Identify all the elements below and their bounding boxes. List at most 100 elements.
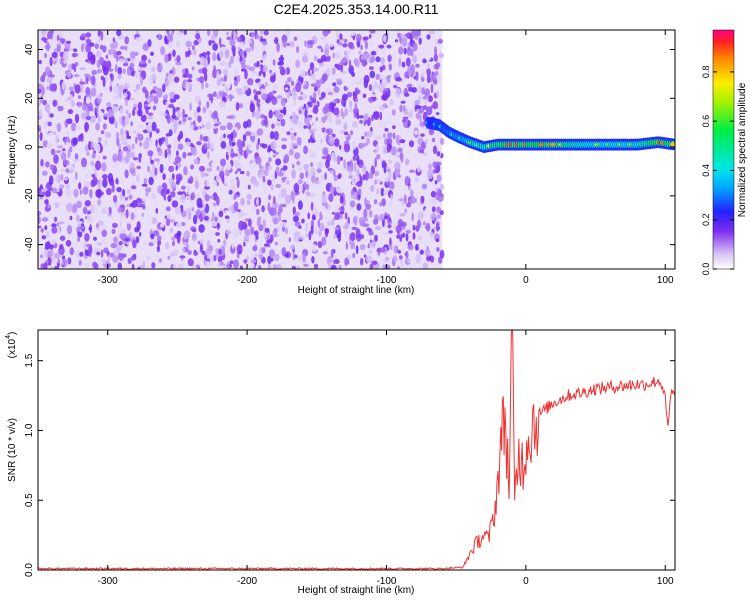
noise-speckle (297, 179, 303, 185)
noise-speckle (147, 123, 153, 127)
noise-speckle (93, 205, 99, 215)
noise-speckle (314, 86, 318, 92)
noise-speckle (129, 51, 136, 59)
noise-speckle (91, 153, 96, 159)
noise-speckle (392, 132, 396, 140)
noise-speckle (383, 133, 386, 139)
noise-speckle (76, 200, 82, 209)
noise-speckle (111, 228, 116, 235)
noise-speckle (355, 215, 358, 219)
noise-speckle (424, 71, 427, 81)
y-tick-label: 0 (24, 144, 35, 150)
noise-speckle (131, 254, 137, 261)
noise-speckle (305, 222, 309, 232)
noise-speckle (351, 175, 355, 186)
noise-speckle (46, 142, 53, 149)
noise-speckle (83, 242, 87, 250)
snr-multiplier: (x104) (5, 332, 18, 359)
noise-speckle (264, 243, 270, 247)
noise-speckle (300, 234, 306, 239)
noise-speckle (209, 261, 215, 266)
noise-speckle (230, 132, 234, 141)
noise-speckle (71, 122, 77, 132)
noise-speckle (204, 194, 210, 202)
noise-speckle (294, 211, 301, 217)
noise-speckle (343, 124, 348, 131)
noise-speckle (155, 207, 159, 214)
noise-speckle (311, 102, 318, 107)
noise-speckle (77, 237, 80, 242)
noise-speckle (226, 122, 233, 131)
noise-speckle (401, 37, 408, 47)
noise-speckle (126, 149, 130, 158)
noise-speckle (245, 47, 252, 53)
noise-speckle (343, 38, 348, 43)
noise-speckle (209, 195, 214, 200)
noise-speckle (276, 42, 280, 53)
noise-speckle (104, 238, 111, 242)
noise-speckle (158, 258, 163, 263)
noise-speckle (233, 76, 238, 82)
noise-speckle (226, 115, 233, 119)
noise-speckle (267, 255, 272, 265)
noise-speckle (111, 183, 115, 193)
noise-speckle (266, 239, 273, 244)
noise-speckle (169, 219, 175, 223)
noise-speckle (46, 76, 53, 84)
noise-speckle (347, 254, 351, 261)
noise-speckle (162, 83, 166, 93)
noise-speckle (118, 143, 121, 149)
noise-speckle (303, 145, 308, 155)
noise-speckle (412, 42, 418, 52)
noise-speckle (63, 159, 70, 166)
noise-speckle (203, 215, 209, 221)
noise-speckle (268, 157, 272, 163)
colorbar-gradient (712, 29, 735, 270)
noise-speckle (257, 264, 262, 269)
noise-speckle (182, 241, 188, 246)
snr-multiplier-exp: 4 (5, 335, 12, 339)
noise-speckle (117, 207, 122, 213)
noise-speckle (206, 182, 210, 187)
noise-speckle (159, 163, 164, 174)
noise-speckle (47, 257, 52, 266)
noise-speckle (355, 33, 362, 42)
noise-speckle (212, 68, 217, 79)
noise-speckle (246, 199, 251, 206)
noise-speckle (82, 206, 88, 215)
noise-speckle (178, 120, 182, 125)
noise-speckle (119, 151, 124, 155)
noise-speckle (62, 258, 68, 268)
noise-speckle (187, 171, 191, 179)
noise-speckle (341, 205, 344, 211)
noise-speckle (341, 58, 348, 64)
noise-speckle (253, 93, 259, 101)
noise-speckle (117, 253, 124, 261)
noise-speckle (223, 92, 228, 97)
noise-speckle (308, 230, 312, 241)
noise-speckle (418, 241, 422, 251)
noise-speckle (327, 221, 331, 226)
noise-speckle (395, 87, 401, 98)
noise-speckle (387, 224, 392, 229)
noise-speckle (371, 114, 374, 122)
noise-speckle (426, 34, 431, 40)
noise-speckle (166, 33, 174, 43)
noise-speckle (319, 211, 323, 221)
noise-speckle (150, 159, 154, 165)
noise-speckle (278, 60, 285, 66)
noise-speckle (430, 198, 437, 205)
noise-speckle (199, 76, 205, 84)
noise-speckle (299, 184, 303, 192)
noise-speckle (238, 146, 243, 155)
noise-speckle (102, 178, 108, 188)
noise-speckle (147, 39, 152, 48)
noise-speckle (352, 51, 358, 55)
snr-series-line (38, 330, 675, 570)
noise-speckle (52, 61, 57, 65)
noise-speckle (49, 74, 55, 78)
noise-speckle (122, 63, 129, 67)
noise-speckle (121, 177, 126, 183)
noise-speckle (292, 194, 295, 204)
